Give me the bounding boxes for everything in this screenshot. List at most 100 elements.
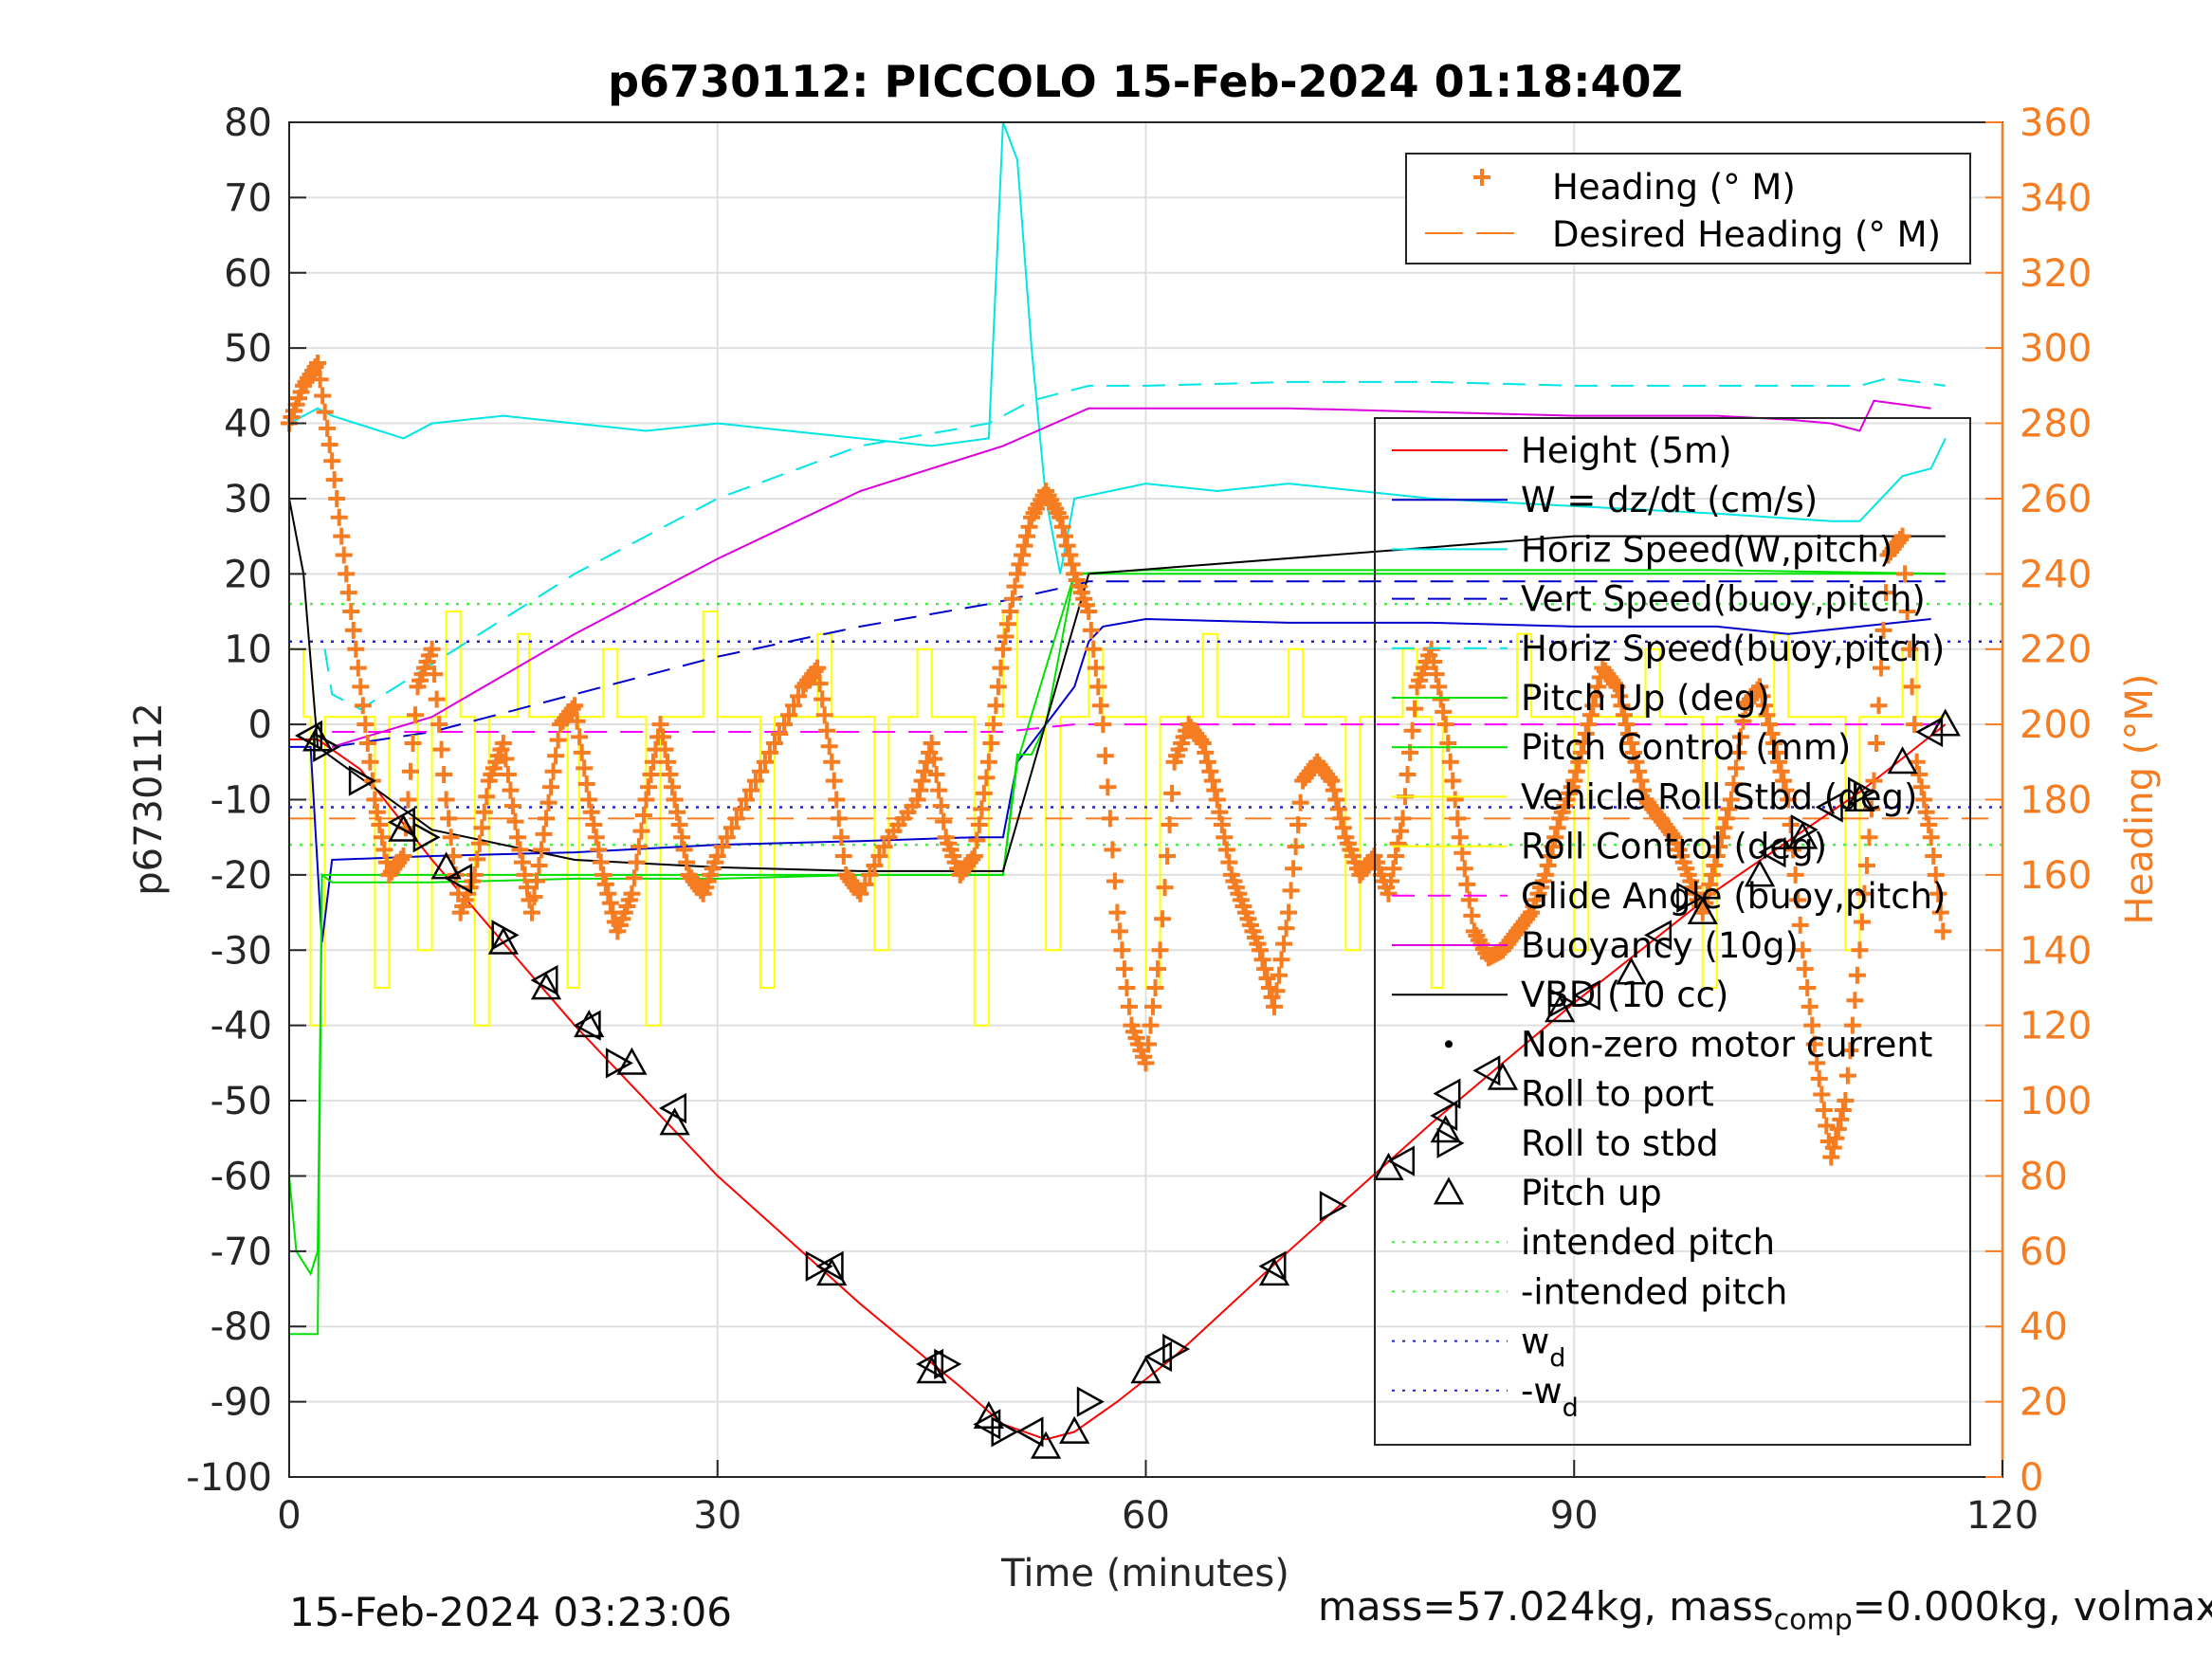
- series-horiz-speed-w-pitch: [288, 121, 1947, 574]
- heading-point: [530, 856, 548, 874]
- heading-point: [533, 841, 551, 859]
- heading-point: [1003, 590, 1021, 608]
- heading-point: [1615, 706, 1633, 724]
- heading-point: [1392, 822, 1410, 840]
- heading-point: [1873, 659, 1890, 677]
- y2-tick-label: 20: [2020, 1381, 2068, 1425]
- y-tick-label: 40: [224, 403, 272, 447]
- heading-point: [630, 838, 648, 856]
- legend-main-symbol: [1436, 1127, 1465, 1158]
- heading-point: [1706, 856, 1724, 874]
- marker-pitch-up: [1059, 1415, 1090, 1444]
- y2-tick-label: 60: [2020, 1231, 2068, 1274]
- heading-point: [375, 841, 393, 859]
- marker-pitch-up: [659, 1107, 690, 1136]
- heading-point: [1581, 706, 1600, 724]
- heading-point: [571, 728, 589, 746]
- y-tick-label: -90: [210, 1381, 272, 1425]
- heading-point: [494, 734, 512, 752]
- heading-point: [442, 829, 460, 847]
- legend-main-entry: Horiz Speed(buoy,pitch): [1521, 629, 1945, 669]
- heading-point: [722, 819, 740, 837]
- heading-point: [992, 659, 1010, 677]
- legend-main-entry: Horiz Speed(W,pitch): [1521, 529, 1892, 570]
- heading-point: [875, 838, 893, 856]
- heading-point: [1334, 819, 1352, 837]
- heading-point: [1627, 753, 1645, 771]
- heading-point: [1436, 716, 1454, 734]
- heading-point: [1846, 992, 1864, 1010]
- x-axis-label: Time (minutes): [1000, 1552, 1289, 1595]
- heading-point: [1917, 803, 1935, 821]
- heading-point: [1693, 903, 1711, 921]
- heading-point: [623, 884, 641, 902]
- heading-point: [1539, 856, 1557, 874]
- heading-point: [1813, 1085, 1831, 1103]
- heading-point: [732, 800, 750, 818]
- marker-roll-stbd: [491, 920, 520, 951]
- heading-point: [1154, 910, 1172, 928]
- y2-tick-label: 240: [2020, 553, 2092, 596]
- heading-point: [404, 734, 422, 752]
- heading-point: [361, 753, 379, 771]
- heading-point: [1848, 966, 1866, 984]
- heading-point: [856, 875, 874, 893]
- marker-roll-stbd: [605, 1048, 633, 1079]
- heading-point: [1565, 772, 1583, 790]
- marker-pitch-up: [1545, 994, 1576, 1023]
- y-tick-label: -20: [210, 854, 272, 898]
- heading-point: [566, 697, 584, 715]
- heading-point: [1584, 697, 1602, 715]
- heading-point: [1211, 803, 1229, 821]
- heading-point: [935, 812, 953, 830]
- y2-tick-label: 220: [2020, 629, 2092, 672]
- legend-main-symbol: [1445, 1040, 1453, 1048]
- heading-point: [1794, 941, 1812, 959]
- heading-point: [528, 872, 546, 890]
- heading-point: [1439, 734, 1457, 752]
- heading-point: [475, 803, 493, 821]
- heading-point: [1630, 762, 1648, 780]
- heading-point: [765, 734, 783, 752]
- heading-point: [394, 848, 412, 866]
- heading-point: [1901, 640, 1919, 658]
- heading-point: [916, 762, 934, 780]
- marker-pitch-up: [430, 851, 462, 880]
- marker-pitch-up: [816, 1258, 848, 1286]
- heading-point: [366, 791, 384, 809]
- marker-roll-stbd: [1676, 882, 1705, 913]
- footer-mass-prefix: mass=57.024kg, mass: [1318, 1583, 1774, 1630]
- heading-point: [1731, 728, 1749, 746]
- heading-point: [1874, 621, 1892, 639]
- heading-point: [1851, 941, 1869, 959]
- heading-point: [1289, 815, 1307, 833]
- heading-point: [978, 769, 996, 787]
- heading-point: [1282, 882, 1300, 900]
- heading-point: [625, 869, 643, 887]
- heading-point: [423, 640, 441, 658]
- heading-point: [1020, 518, 1038, 536]
- heading-point: [1113, 941, 1131, 959]
- marker-pitch-up: [302, 723, 334, 752]
- heading-point: [1255, 960, 1273, 978]
- heading-point: [979, 753, 997, 771]
- legend-top: Heading (° M) Desired Heading (° M): [1405, 153, 1971, 264]
- marker-roll-port: [1143, 1340, 1173, 1373]
- heading-point: [1865, 772, 1883, 790]
- heading-point: [965, 848, 983, 866]
- heading-point: [1287, 838, 1305, 856]
- heading-point: [1091, 697, 1109, 715]
- heading-point: [426, 665, 444, 684]
- legend-main-entry: Roll to stbd: [1521, 1123, 1719, 1164]
- marker-roll-port: [1386, 1145, 1415, 1176]
- marker-roll-stbd: [1319, 1191, 1347, 1222]
- heading-point: [1085, 640, 1103, 658]
- heading-point: [1216, 829, 1234, 847]
- heading-point: [1784, 841, 1802, 859]
- heading-point: [1860, 829, 1878, 847]
- heading-point: [513, 853, 531, 871]
- heading-point: [1453, 844, 1472, 862]
- heading-point: [1217, 841, 1235, 859]
- heading-point: [342, 603, 360, 621]
- series-roll-control: [288, 611, 1946, 1027]
